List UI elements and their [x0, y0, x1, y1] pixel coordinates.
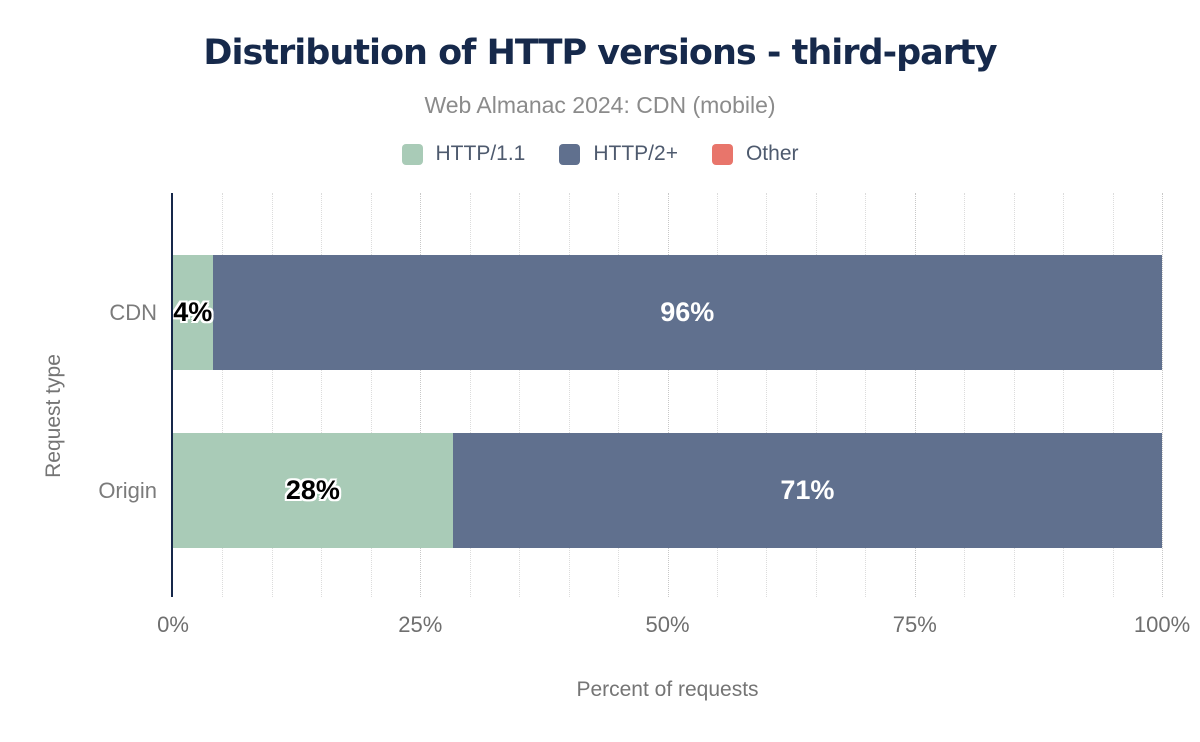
gridline-95 — [1112, 193, 1114, 597]
gridline-10 — [271, 193, 273, 597]
y-axis-title: Request type — [42, 354, 65, 478]
legend-swatch-http-2 — [559, 143, 581, 165]
bar-segment-cdn-http-2: 96% — [212, 255, 1162, 370]
gridline-75 — [914, 193, 916, 597]
bar-segment-origin-http-2: 71% — [452, 433, 1162, 548]
legend-label: HTTP/1.1 — [435, 142, 526, 165]
gridline-70 — [865, 193, 867, 597]
y-axis-line — [171, 193, 173, 597]
bar-row-cdn: 4% 96% — [173, 255, 1162, 370]
legend-item-other[interactable]: Other — [711, 142, 799, 166]
legend-label: Other — [745, 142, 799, 165]
x-tick-label-100: 100% — [1133, 612, 1191, 637]
value-label-cdn-http-1-1: 4% — [173, 297, 213, 327]
gridline-30 — [469, 193, 471, 597]
gridline-35 — [519, 193, 521, 597]
gridline-80 — [964, 193, 966, 597]
legend-item-http-1-1[interactable]: HTTP/1.1 — [401, 142, 526, 166]
chart-title: Distribution of HTTP versions - third-pa… — [203, 33, 997, 73]
gridline-40 — [568, 193, 570, 597]
bar-row-origin: 28% 71% — [173, 433, 1162, 548]
x-tick-label-75: 75% — [892, 612, 937, 637]
legend-swatch-other — [711, 143, 733, 165]
gridline-25 — [420, 193, 422, 597]
gridline-50 — [667, 193, 669, 597]
gridline-60 — [766, 193, 768, 597]
x-axis-title: Percent of requests — [576, 678, 759, 701]
x-tick-label-0: 0% — [157, 612, 189, 637]
bar-segment-origin-http-1-1: 28% — [173, 433, 453, 548]
legend-swatch-http-1-1 — [401, 143, 423, 165]
value-label-cdn-http-2: 96% — [660, 297, 715, 327]
legend-item-http-2[interactable]: HTTP/2+ — [559, 142, 678, 166]
gridline-65 — [815, 193, 817, 597]
chart-subtitle: Web Almanac 2024: CDN (mobile) — [424, 92, 776, 118]
gridline-100 — [1162, 193, 1163, 597]
gridline-45 — [618, 193, 620, 597]
legend-label: HTTP/2+ — [593, 142, 678, 165]
legend: HTTP/1.1 HTTP/2+ Other — [0, 142, 1200, 166]
gridline-55 — [716, 193, 718, 597]
gridline-20 — [370, 193, 372, 597]
gridline-90 — [1063, 193, 1065, 597]
gridline-85 — [1013, 193, 1015, 597]
y-tick-label-cdn: CDN — [109, 299, 157, 325]
gridline-15 — [321, 193, 323, 597]
x-tick-label-25: 25% — [398, 612, 443, 637]
x-tick-label-50: 50% — [645, 612, 690, 637]
value-label-origin-http-2: 71% — [780, 475, 835, 505]
plot-area: 4% 96% 28% 71% — [171, 193, 1163, 597]
y-tick-label-origin: Origin — [98, 477, 157, 503]
bar-segment-cdn-http-1-1: 4% — [173, 255, 213, 370]
value-label-origin-http-1-1: 28% — [285, 475, 340, 505]
gridline-5 — [222, 193, 224, 597]
